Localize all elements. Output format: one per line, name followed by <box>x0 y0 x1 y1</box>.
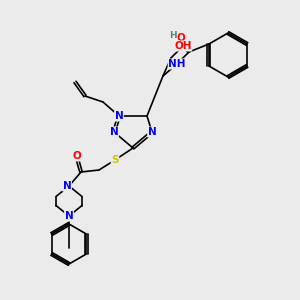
Text: H: H <box>169 32 177 40</box>
Text: N: N <box>110 127 118 137</box>
Text: OH: OH <box>174 41 192 51</box>
Text: N: N <box>63 181 71 191</box>
Text: O: O <box>73 151 81 161</box>
Text: N: N <box>64 211 74 221</box>
Text: S: S <box>111 155 119 165</box>
Text: NH: NH <box>168 59 186 69</box>
Text: N: N <box>148 127 156 137</box>
Text: N: N <box>115 111 123 121</box>
Text: O: O <box>177 33 185 43</box>
